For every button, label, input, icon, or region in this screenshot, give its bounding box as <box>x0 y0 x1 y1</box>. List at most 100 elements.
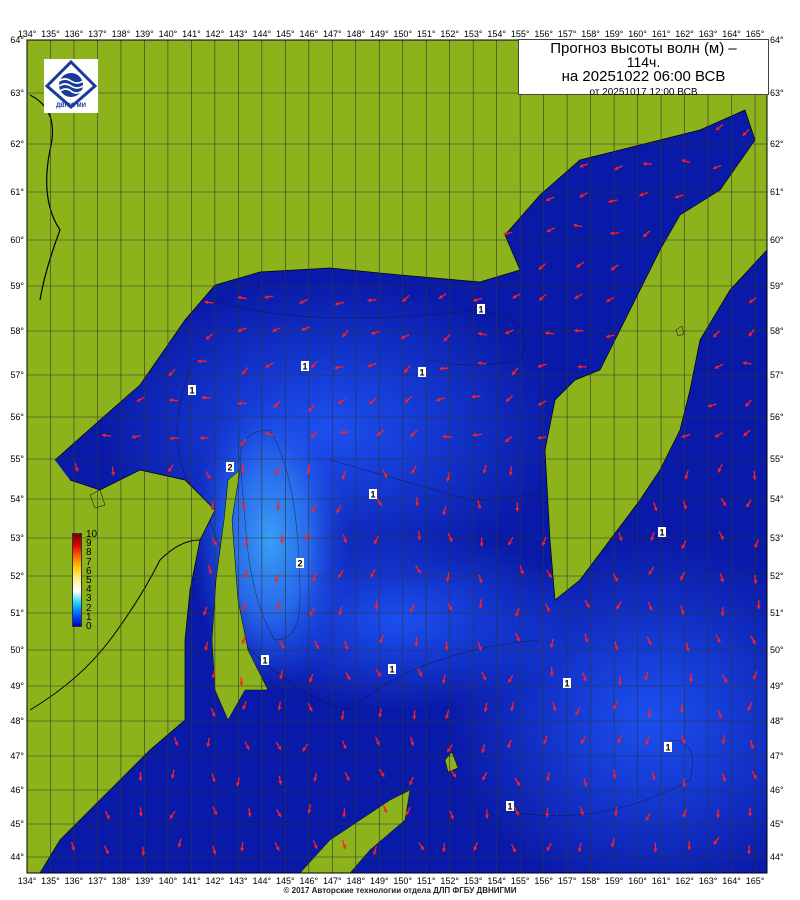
wave-arrow <box>545 569 553 578</box>
longitude-label-top: 137° <box>88 29 107 39</box>
longitude-label-top: 164° <box>722 29 741 39</box>
longitude-label-top: 136° <box>65 29 84 39</box>
wave-arrow <box>507 537 514 546</box>
wave-arrow <box>376 429 385 436</box>
wave-arrow <box>205 333 214 341</box>
longitude-label-top: 144° <box>253 29 272 39</box>
longitude-label-bottom: 147° <box>323 876 342 886</box>
latitude-label-left: 47° <box>10 751 24 761</box>
longitude-label-top: 138° <box>112 29 131 39</box>
wave-arrow <box>312 840 318 849</box>
svg-text:1: 1 <box>478 305 483 315</box>
wave-arrow <box>275 741 282 751</box>
wave-arrow <box>141 846 146 856</box>
wave-arrow <box>579 163 589 168</box>
latitude-label-right: 53° <box>770 533 784 543</box>
wave-arrow <box>375 668 382 677</box>
longitude-label-bottom: 163° <box>699 876 718 886</box>
wave-arrow <box>612 573 619 582</box>
longitude-label-top: 147° <box>323 29 342 39</box>
wave-arrow <box>481 671 487 681</box>
contour-label: 1 <box>388 664 396 675</box>
latitude-label-left: 50° <box>10 645 24 655</box>
wave-arrow <box>483 702 488 712</box>
wave-arrow <box>613 806 619 816</box>
logo-diamond-icon <box>44 59 98 109</box>
border-line <box>29 539 201 711</box>
wave-arrow <box>240 842 245 852</box>
longitude-label-top: 162° <box>675 29 694 39</box>
contour-label: 1 <box>664 742 672 753</box>
wave-arrow <box>344 772 350 781</box>
wave-arrow <box>478 599 483 609</box>
wave-arrow <box>754 539 759 549</box>
wave-arrow <box>538 263 546 271</box>
wave-arrow <box>642 230 651 238</box>
wave-arrow <box>577 842 582 853</box>
wave-arrow <box>197 359 207 364</box>
latitude-label-left: 49° <box>10 681 24 691</box>
latitude-label-right: 44° <box>770 852 784 862</box>
wave-arrow <box>299 298 308 304</box>
wave-arrow <box>237 327 247 332</box>
wave-arrow <box>537 435 547 440</box>
wave-arrow <box>482 464 487 474</box>
latitude-label-left: 51° <box>10 608 24 618</box>
wave-arrow <box>510 843 517 853</box>
wave-arrow <box>408 776 414 786</box>
wave-arrow <box>712 330 720 338</box>
wave-arrow <box>481 772 488 781</box>
latitude-label-right: 47° <box>770 751 784 761</box>
legend-label: 4 <box>86 584 92 596</box>
latitude-label-right: 56° <box>770 412 784 422</box>
wave-arrow <box>515 502 520 512</box>
wave-arrow <box>537 400 547 406</box>
wave-arrow <box>411 465 417 474</box>
wave-arrow <box>206 737 211 747</box>
latitude-label-left: 52° <box>10 571 24 581</box>
wave-arrow <box>409 604 415 613</box>
wave-arrow <box>376 497 383 507</box>
longitude-label-bottom: 159° <box>605 876 624 886</box>
wave-arrow <box>308 673 314 683</box>
longitude-label-top: 148° <box>346 29 365 39</box>
latitude-label-left: 56° <box>10 412 24 422</box>
wave-arrow <box>342 808 347 818</box>
wave-arrow <box>682 500 688 510</box>
wave-arrow <box>274 574 280 583</box>
wave-arrow <box>549 638 554 648</box>
longitude-label-top: 165° <box>746 29 765 39</box>
longitude-label-top: 154° <box>487 29 506 39</box>
title-line-4: от 20251017 12:00 ВСВ <box>589 87 698 98</box>
wave-arrow <box>418 842 425 851</box>
longitude-label-top: 161° <box>652 29 671 39</box>
wave-arrow <box>240 438 247 447</box>
wave-arrow <box>111 466 116 476</box>
longitude-label-bottom: 149° <box>370 876 389 886</box>
wave-arrow <box>682 808 687 818</box>
longitude-label-bottom: 158° <box>581 876 600 886</box>
wave-arrow <box>211 773 216 783</box>
wave-arrow <box>417 531 422 541</box>
wave-arrow <box>373 535 379 545</box>
wave-arrow <box>136 396 145 402</box>
longitude-label-bottom: 160° <box>628 876 647 886</box>
wave-arrow <box>449 810 454 820</box>
wave-arrow <box>575 706 581 716</box>
wave-arrow <box>404 396 412 404</box>
wave-arrow <box>240 464 245 474</box>
wave-arrow <box>618 532 623 542</box>
wave-arrow <box>450 769 457 778</box>
legend-label: 1 <box>86 611 92 623</box>
latitude-label-right: 50° <box>770 645 784 655</box>
wave-arrow <box>719 573 724 583</box>
wave-arrow <box>341 840 347 850</box>
wave-arrow <box>278 775 283 785</box>
wave-arrow <box>334 365 344 370</box>
wave-arrow <box>614 165 623 171</box>
wave-arrow <box>243 569 249 579</box>
longitude-label-bottom: 150° <box>393 876 412 886</box>
latitude-label-left: 62° <box>10 139 24 149</box>
wave-arrow <box>265 431 275 436</box>
